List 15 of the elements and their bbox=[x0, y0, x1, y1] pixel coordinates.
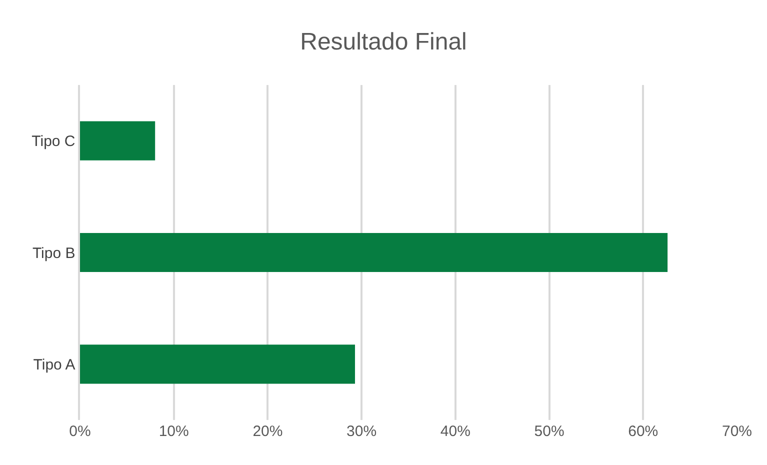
bar bbox=[80, 232, 668, 272]
x-tick-label: 10% bbox=[158, 423, 189, 440]
y-tick-label: Tipo A bbox=[33, 356, 76, 374]
x-tick-label: 30% bbox=[346, 423, 377, 440]
y-tick-label: Tipo B bbox=[32, 244, 76, 262]
x-tick-label: 20% bbox=[252, 423, 283, 440]
x-tick-label: 60% bbox=[628, 423, 658, 440]
y-tick-label: Tipo C bbox=[32, 133, 76, 150]
bar bbox=[80, 121, 156, 160]
x-tick-label: 40% bbox=[440, 423, 470, 440]
x-tick-label: 0% bbox=[69, 423, 91, 440]
x-tick-label: 50% bbox=[534, 423, 564, 440]
bar bbox=[80, 344, 355, 384]
x-tick-label: 70% bbox=[722, 423, 752, 440]
chart-title: Resultado Final bbox=[300, 28, 467, 56]
